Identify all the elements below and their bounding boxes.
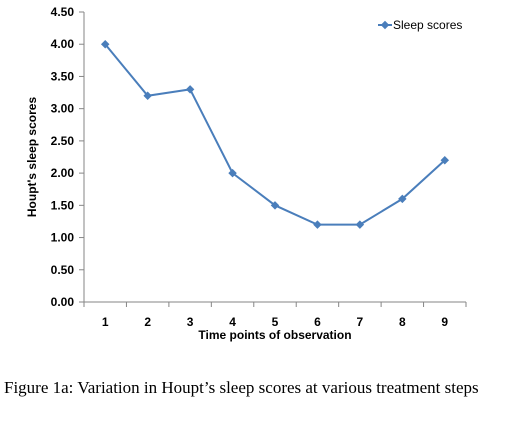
- y-tick-label: 0.00: [51, 295, 75, 309]
- data-point: [355, 220, 365, 229]
- data-point: [440, 155, 450, 165]
- data-point: [270, 201, 280, 210]
- x-tick-label: 3: [187, 315, 194, 329]
- x-axis-title: Time points of observation: [198, 328, 351, 342]
- x-tick-label: 2: [144, 315, 151, 329]
- x-tick-label: 4: [229, 315, 236, 329]
- data-point: [313, 220, 322, 229]
- data-point: [143, 91, 152, 101]
- y-tick-label: 2.50: [51, 134, 75, 148]
- y-axis: 0.00 0.50 1.00 1.50 2.00 2.50 3.00 3.50 4.00 4.50: [51, 5, 85, 309]
- x-tick-label: 8: [399, 315, 406, 329]
- legend-marker: [380, 20, 390, 30]
- legend-label: Sleep scores: [393, 18, 462, 32]
- y-tick-label: 4.50: [51, 5, 75, 19]
- y-tick-label: 1.00: [51, 231, 75, 245]
- legend: Sleep scores: [378, 18, 462, 32]
- x-tick-label: 7: [357, 315, 364, 329]
- x-tick-label: 6: [314, 315, 321, 329]
- data-point: [100, 39, 110, 49]
- y-tick-label: 2.00: [51, 166, 75, 180]
- y-tick-label: 1.50: [51, 198, 75, 212]
- x-tick-label: 5: [272, 315, 279, 329]
- x-tick-label: 9: [441, 315, 448, 329]
- data-point: [228, 168, 237, 178]
- series-line: [104, 43, 446, 226]
- x-axis: 1 2 3 4 5 6 7 8 9: [83, 301, 467, 329]
- line-chart: 0.00 0.50 1.00 1.50 2.00 2.50 3.00 3.50 4.00 4.50…: [25, 5, 467, 342]
- figure-caption: Figure 1a: Variation in Houpt’s sleep sc…: [4, 378, 479, 397]
- data-point: [398, 194, 407, 204]
- x-tick-label: 1: [102, 315, 109, 329]
- data-point: [185, 85, 195, 94]
- y-tick-label: 4.00: [51, 37, 75, 51]
- y-tick-label: 0.50: [51, 263, 75, 277]
- y-tick-label: 3.00: [51, 102, 75, 116]
- series-layer: [100, 39, 450, 229]
- y-tick-label: 3.50: [51, 69, 75, 83]
- y-axis-title: Houpt's sleep scores: [25, 97, 39, 218]
